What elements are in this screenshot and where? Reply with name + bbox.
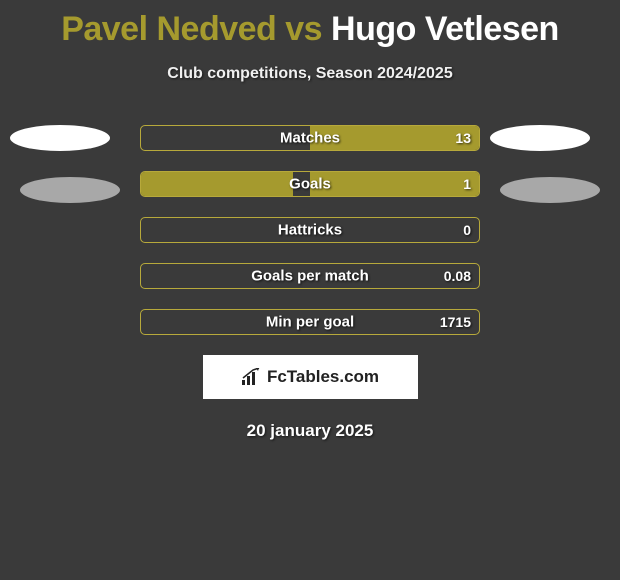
bar-value: 1 (463, 176, 471, 192)
bar-label: Goals (289, 176, 331, 193)
bar-fill-right (310, 172, 479, 196)
bar-value: 13 (455, 130, 471, 146)
bar-label: Hattricks (278, 222, 342, 239)
bar-value: 0.08 (444, 268, 471, 284)
bar-label: Min per goal (266, 314, 354, 331)
stat-bar: Hattricks 0 (140, 217, 480, 243)
side-ellipse (500, 177, 600, 203)
side-ellipse (20, 177, 120, 203)
logo-chart-icon (241, 368, 263, 386)
stat-bar: Goals per match 0.08 (140, 263, 480, 289)
stat-bar: Matches 13 (140, 125, 480, 151)
date-text: 20 january 2025 (0, 421, 620, 441)
bar-fill-left (141, 172, 293, 196)
bar-label: Goals per match (251, 268, 369, 285)
subtitle: Club competitions, Season 2024/2025 (0, 65, 620, 83)
stat-bar: Goals 1 (140, 171, 480, 197)
logo: FcTables.com (241, 367, 379, 387)
logo-box: FcTables.com (203, 355, 418, 399)
logo-text: FcTables.com (267, 367, 379, 387)
vs-text: vs (276, 10, 331, 48)
page-title: Pavel Nedved vs Hugo Vetlesen (0, 0, 620, 49)
bar-value: 1715 (440, 314, 471, 330)
bar-value: 0 (463, 222, 471, 238)
stat-bar: Min per goal 1715 (140, 309, 480, 335)
player2-name: Hugo Vetlesen (331, 10, 559, 48)
stats-bars: Matches 13 Goals 1 Hattricks 0 Goals per match… (140, 125, 480, 335)
side-ellipse (10, 125, 110, 151)
player1-name: Pavel Nedved (61, 10, 276, 48)
side-ellipse (490, 125, 590, 151)
bar-label: Matches (280, 130, 340, 147)
